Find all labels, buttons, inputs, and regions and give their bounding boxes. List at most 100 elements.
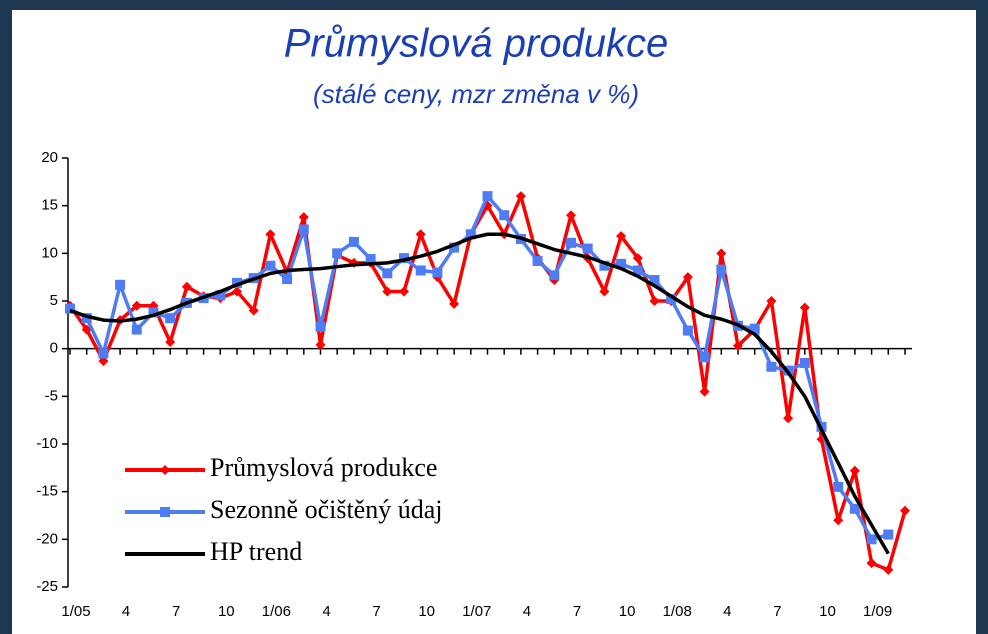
point xyxy=(332,248,343,259)
x-tick-label: 7 xyxy=(573,603,581,620)
point xyxy=(65,303,75,314)
legend-label: Průmyslová produkce xyxy=(210,453,437,482)
point xyxy=(449,242,460,253)
y-tick-label: 0 xyxy=(50,340,58,357)
point xyxy=(783,413,794,424)
x-tick-label: 1/09 xyxy=(863,603,892,620)
x-tick-label: 4 xyxy=(723,603,731,620)
point xyxy=(382,268,393,279)
point xyxy=(883,529,894,540)
point xyxy=(131,300,142,311)
point xyxy=(733,340,743,351)
legend-label: Sezonně očištěný údaj xyxy=(210,495,443,524)
x-tick-label: 10 xyxy=(819,603,836,620)
x-tick-label: 1/06 xyxy=(262,603,291,620)
chart-title: Průmyslová produkce xyxy=(284,22,669,66)
point xyxy=(799,302,810,313)
point xyxy=(315,321,326,332)
y-tick-label: -25 xyxy=(36,578,58,595)
point xyxy=(415,229,426,240)
point xyxy=(666,294,677,305)
point xyxy=(365,254,376,265)
point xyxy=(382,286,393,297)
legend-marker xyxy=(160,465,170,475)
point xyxy=(599,286,610,297)
point xyxy=(632,265,643,276)
point xyxy=(265,260,276,271)
point xyxy=(81,313,92,324)
series-line xyxy=(69,232,890,555)
point xyxy=(165,313,176,324)
point xyxy=(682,272,693,283)
x-tick-label: 1/05 xyxy=(61,603,90,620)
point xyxy=(232,277,242,288)
point xyxy=(415,265,426,276)
point xyxy=(883,564,894,575)
point xyxy=(549,270,560,281)
x-tick-label: 1/07 xyxy=(462,603,491,620)
x-tick-label: 10 xyxy=(418,603,435,620)
point xyxy=(115,279,126,290)
y-tick-label: -5 xyxy=(45,387,58,404)
point xyxy=(449,298,460,309)
x-tick-label: 4 xyxy=(523,603,531,620)
point xyxy=(766,361,777,372)
point xyxy=(98,348,109,359)
point xyxy=(399,286,409,297)
x-tick-label: 7 xyxy=(773,603,781,620)
point xyxy=(232,286,242,297)
point xyxy=(649,275,660,286)
point xyxy=(716,264,727,275)
point xyxy=(632,253,643,264)
y-tick-label: -20 xyxy=(36,530,58,547)
legend-marker xyxy=(160,507,170,517)
point xyxy=(699,386,710,397)
x-tick-label: 10 xyxy=(619,603,636,620)
point xyxy=(248,305,259,316)
y-tick-label: -15 xyxy=(36,483,58,500)
point xyxy=(148,307,159,318)
point xyxy=(616,231,627,242)
point xyxy=(616,258,627,269)
chart-subtitle: (stálé ceny, mzr změna v %) xyxy=(313,79,639,109)
point xyxy=(900,505,910,516)
point xyxy=(348,236,359,247)
point xyxy=(282,274,293,285)
x-tick-label: 10 xyxy=(218,603,235,620)
x-tick-label: 4 xyxy=(322,603,330,620)
point xyxy=(749,323,760,334)
point xyxy=(849,465,860,476)
point xyxy=(465,229,476,240)
point xyxy=(215,290,226,301)
point xyxy=(849,503,860,514)
point xyxy=(799,357,810,368)
point xyxy=(699,352,710,363)
x-tick-label: 7 xyxy=(172,603,180,620)
point xyxy=(98,356,109,367)
point xyxy=(566,210,576,221)
y-tick-label: 15 xyxy=(41,197,58,214)
point xyxy=(766,296,777,306)
point xyxy=(131,324,142,335)
x-tick-label: 4 xyxy=(122,603,130,620)
y-tick-label: -10 xyxy=(36,435,58,452)
point xyxy=(833,515,844,526)
point xyxy=(315,339,326,350)
point xyxy=(582,243,593,254)
point xyxy=(298,212,309,223)
point xyxy=(682,325,693,336)
x-tick-label: 1/08 xyxy=(663,603,692,620)
point xyxy=(399,253,409,264)
point xyxy=(482,191,493,202)
point xyxy=(866,558,877,569)
point xyxy=(298,224,309,235)
point xyxy=(532,255,543,266)
point xyxy=(432,267,443,278)
point xyxy=(165,336,176,347)
point xyxy=(515,191,526,202)
y-tick-label: 20 xyxy=(41,149,58,166)
point xyxy=(181,281,192,292)
x-tick-label: 7 xyxy=(372,603,380,620)
point xyxy=(599,260,610,271)
